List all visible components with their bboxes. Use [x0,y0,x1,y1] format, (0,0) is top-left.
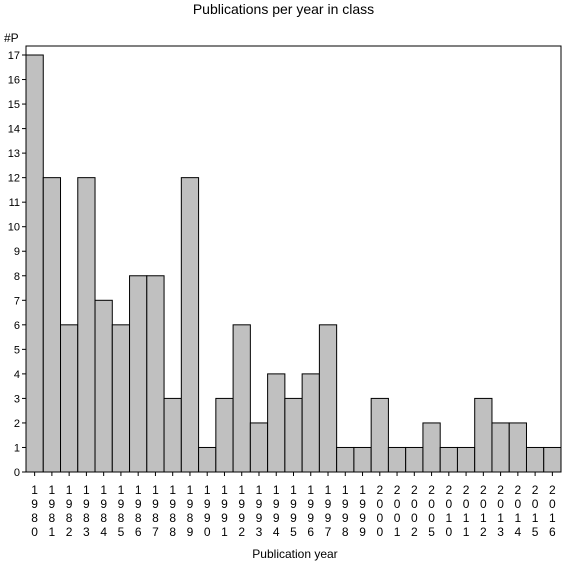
bar-2011 [456,446,476,473]
bar-2016 [543,446,562,473]
bar-1998 [336,446,355,473]
bar-1997 [318,324,338,473]
bar-1991 [215,397,234,473]
bar-2005 [422,422,441,473]
bar-1982 [60,324,79,473]
bar-2013 [491,422,510,473]
y-axis-label: #P [4,31,19,45]
bar-1984 [94,299,113,473]
y-tick-label: 8 [14,271,20,283]
y-tick-label: 6 [14,320,20,332]
chart-title: Publications per year in class [192,1,375,17]
y-tick-label: 15 [8,99,20,111]
bar-2012 [474,397,493,473]
bar-1981 [42,177,62,473]
bar-1983 [77,177,96,473]
y-tick-label: 10 [8,222,20,234]
y-tick-label: 7 [14,295,20,307]
bar-1986 [129,275,148,473]
y-tick-label: 17 [8,50,20,62]
x-axis-ticks: 1 9 8 0 1 9 8 1 1 9 8 2 1 9 8 3 1 9 8 4 1 9 8 5 1 9 8 6 1 9 8 7 1 9 8 8 1 9 8 9… [31,472,556,539]
y-tick-label: 3 [14,393,20,405]
bar-1994 [267,373,286,473]
y-tick-label: 16 [8,75,20,87]
bar-2002 [405,446,424,473]
bar-1987 [146,275,165,473]
bars [25,54,562,473]
y-tick-label: 2 [14,418,20,430]
x-axis-label: Publication year [252,547,337,561]
y-tick-label: 12 [8,173,20,185]
bar-1980 [25,54,44,473]
y-tick-label: 4 [14,369,20,381]
bar-2000 [370,397,389,473]
bar-1993 [249,422,269,473]
y-tick-label: 14 [8,124,20,136]
y-tick-label: 11 [9,197,20,209]
y-tick-label: 9 [14,246,20,258]
bar-1989 [180,177,200,473]
bar-1990 [198,446,217,473]
bar-1985 [111,324,131,473]
bar-2015 [525,446,545,473]
y-tick-label: 13 [8,148,20,160]
bar-2010 [439,446,458,473]
bar-2001 [387,446,407,473]
y-tick-label: 5 [14,344,20,356]
bar-1988 [163,397,182,473]
bar-1996 [301,373,320,473]
bar-1995 [284,397,303,473]
y-tick-label: 0 [14,467,20,479]
bar-1992 [232,324,251,473]
bar-1999 [353,446,372,473]
y-tick-label: 1 [14,442,20,454]
bar-2014 [508,422,527,473]
